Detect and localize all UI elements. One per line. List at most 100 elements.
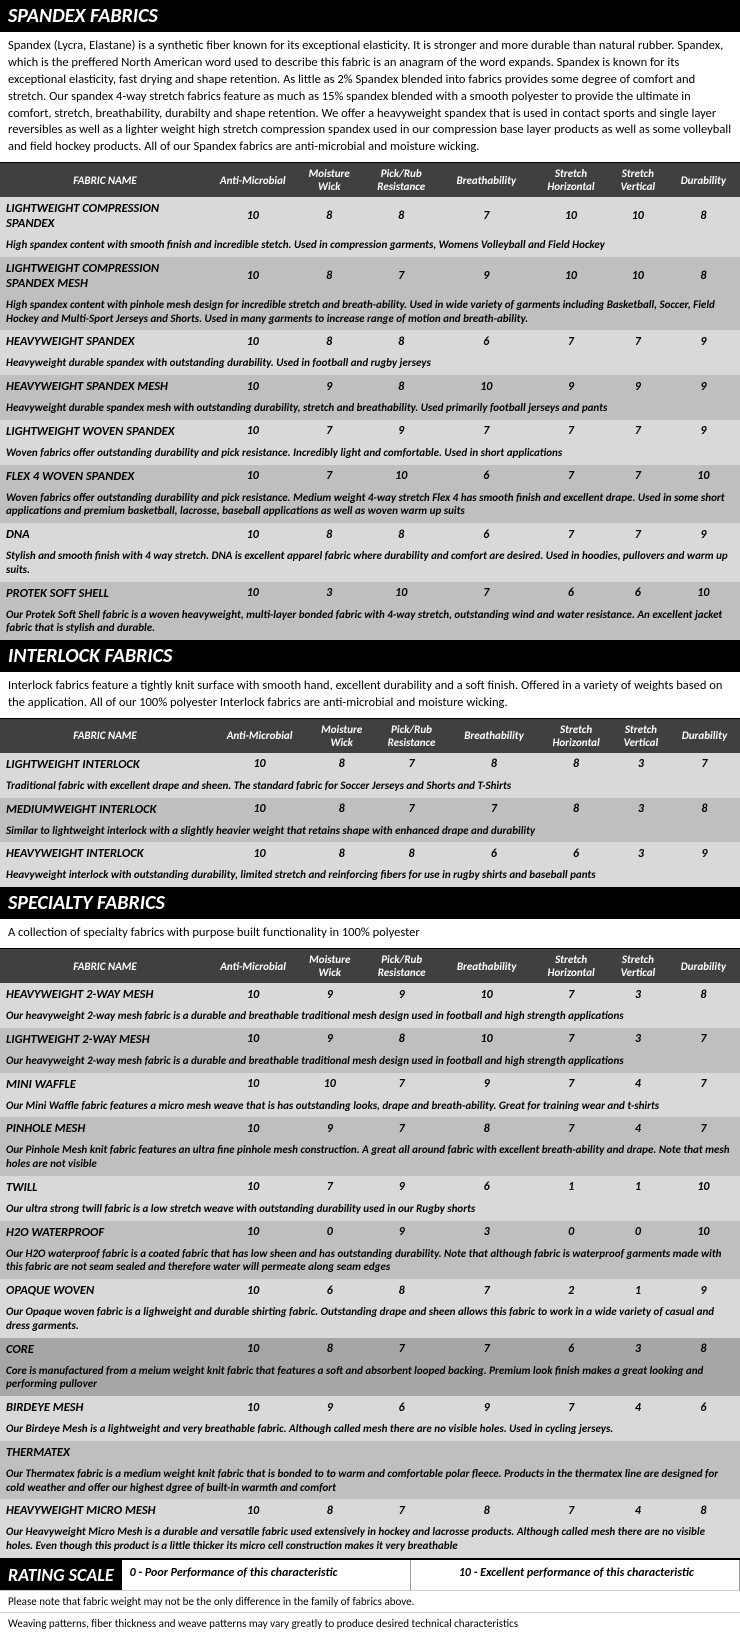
rating-cell: 6 xyxy=(440,330,533,353)
fabric-row: THERMATEX xyxy=(0,1441,740,1464)
fabric-description: Our Thermatex fabric is a medium weight … xyxy=(0,1464,740,1500)
rating-cell: 10 xyxy=(609,197,667,235)
fabric-name: HEAVYWEIGHT SPANDEX MESH xyxy=(0,375,210,398)
rating-cell: 10 xyxy=(210,1028,296,1051)
fabric-name: H2O WATERPROOF xyxy=(0,1221,210,1244)
rating-cell: 10 xyxy=(210,257,296,295)
rating-cell: 6 xyxy=(296,1279,363,1302)
col-header: Anti-Microbial xyxy=(210,163,296,197)
fabric-row: DNA10886779 xyxy=(0,523,740,546)
rating-cell: 10 xyxy=(609,257,667,295)
fabric-row: H2O WATERPROOF100930010 xyxy=(0,1221,740,1244)
rating-cell: 7 xyxy=(363,1073,440,1096)
rating-cell: 7 xyxy=(533,1499,609,1522)
rating-cell: 8 xyxy=(363,523,440,546)
rating-cell: 9 xyxy=(296,1028,363,1051)
rating-cell: 10 xyxy=(440,1028,533,1051)
rating-cell: 8 xyxy=(296,197,363,235)
fabric-description: Our heavyweight 2-way mesh fabric is a d… xyxy=(0,1006,740,1028)
fabric-description: Our Birdeye Mesh is a lightweight and ve… xyxy=(0,1419,740,1441)
rating-cell: 8 xyxy=(296,1338,363,1361)
rating-cell: 6 xyxy=(440,1176,533,1199)
rating-cell xyxy=(363,1441,440,1464)
rating-cell: 3 xyxy=(613,842,669,865)
fabric-name: HEAVYWEIGHT SPANDEX xyxy=(0,330,210,353)
fabric-desc-row: Heavyweight durable spandex with outstan… xyxy=(0,353,740,375)
fabric-row: FLEX 4 WOVEN SPANDEX1071067710 xyxy=(0,465,740,488)
rating-high: 10 - Excellent performance of this chara… xyxy=(451,1560,740,1590)
rating-cell: 8 xyxy=(363,197,440,235)
fabric-description: Our Protek Soft Shell fabric is a woven … xyxy=(0,605,740,641)
rating-cell: 8 xyxy=(539,798,613,821)
rating-cell: 9 xyxy=(440,1396,533,1419)
col-header: Durability xyxy=(667,949,740,983)
fabric-description: Our ultra strong twill fabric is a low s… xyxy=(0,1199,740,1221)
rating-cell: 3 xyxy=(440,1221,533,1244)
fabric-desc-row: Our ultra strong twill fabric is a low s… xyxy=(0,1199,740,1221)
fabric-description: Heavyweight interlock with outstanding d… xyxy=(0,865,740,887)
rating-cell: 10 xyxy=(440,983,533,1006)
rating-cell: 8 xyxy=(296,523,363,546)
rating-cell: 9 xyxy=(440,257,533,295)
rating-cell: 10 xyxy=(210,1396,296,1419)
rating-cell: 7 xyxy=(363,1338,440,1361)
fabric-description: Our heavyweight 2-way mesh fabric is a d… xyxy=(0,1051,740,1073)
rating-cell: 10 xyxy=(210,753,309,776)
rating-cell: 7 xyxy=(363,1499,440,1522)
table-header-row: FABRIC NAMEAnti-MicrobialMoistureWickPic… xyxy=(0,719,740,753)
rating-cell: 10 xyxy=(210,465,296,488)
fabric-description: High spandex content with smooth finish … xyxy=(0,235,740,257)
fabric-table: FABRIC NAMEAnti-MicrobialMoistureWickPic… xyxy=(0,163,740,640)
section-title: INTERLOCK FABRICS xyxy=(0,640,740,672)
rating-cell: 6 xyxy=(440,465,533,488)
fabric-row: HEAVYWEIGHT SPANDEX10886779 xyxy=(0,330,740,353)
rating-cell: 7 xyxy=(667,1028,740,1051)
rating-cell: 7 xyxy=(667,1073,740,1096)
rating-cell: 7 xyxy=(440,420,533,443)
rating-cell: 9 xyxy=(667,1279,740,1302)
col-header: Anti-Microbial xyxy=(210,949,296,983)
rating-cell: 10 xyxy=(667,582,740,605)
rating-cell: 9 xyxy=(609,375,667,398)
fabric-name: LIGHTWEIGHT 2-WAY MESH xyxy=(0,1028,210,1051)
rating-cell: 1 xyxy=(609,1279,667,1302)
rating-cell: 10 xyxy=(533,257,609,295)
fabric-description: Our Mini Waffle fabric features a micro … xyxy=(0,1096,740,1118)
fabric-name: LIGHTWEIGHT COMPRESSION SPANDEX xyxy=(0,197,210,235)
fabric-row: HEAVYWEIGHT INTERLOCK10886639 xyxy=(0,842,740,865)
col-header: StretchVertical xyxy=(609,163,667,197)
rating-cell: 8 xyxy=(363,1279,440,1302)
rating-cell: 4 xyxy=(609,1499,667,1522)
fabric-desc-row: Heavyweight durable spandex mesh with ou… xyxy=(0,398,740,420)
footnote: Please note that fabric weight may not b… xyxy=(0,1590,740,1612)
fabric-description: Heavyweight durable spandex mesh with ou… xyxy=(0,398,740,420)
fabric-row: MINI WAFFLE101079747 xyxy=(0,1073,740,1096)
rating-cell: 6 xyxy=(609,582,667,605)
fabric-desc-row: Our Protek Soft Shell fabric is a woven … xyxy=(0,605,740,641)
fabric-name: LIGHTWEIGHT COMPRESSION SPANDEX MESH xyxy=(0,257,210,295)
rating-cell: 10 xyxy=(210,842,309,865)
rating-cell: 9 xyxy=(296,1396,363,1419)
fabric-name: OPAQUE WOVEN xyxy=(0,1279,210,1302)
col-header: MoistureWick xyxy=(309,719,374,753)
rating-cell: 6 xyxy=(667,1396,740,1419)
rating-cell: 3 xyxy=(609,1338,667,1361)
fabric-description: Woven fabrics offer outstanding durabili… xyxy=(0,488,740,524)
section-intro: A collection of specialty fabrics with p… xyxy=(0,919,740,949)
fabric-name: LIGHTWEIGHT INTERLOCK xyxy=(0,753,210,776)
rating-cell: 7 xyxy=(533,523,609,546)
fabric-row: CORE10877638 xyxy=(0,1338,740,1361)
rating-cell: 7 xyxy=(374,798,448,821)
fabric-row: LIGHTWEIGHT 2-WAY MESH109810737 xyxy=(0,1028,740,1051)
rating-cell: 10 xyxy=(210,1073,296,1096)
rating-cell: 3 xyxy=(609,1028,667,1051)
rating-cell: 8 xyxy=(296,330,363,353)
col-header: Anti-Microbial xyxy=(210,719,309,753)
fabric-name: THERMATEX xyxy=(0,1441,210,1464)
rating-cell: 8 xyxy=(363,375,440,398)
fabric-name: HEAVYWEIGHT MICRO MESH xyxy=(0,1499,210,1522)
col-header: Breathability xyxy=(440,949,533,983)
rating-cell: 10 xyxy=(533,197,609,235)
rating-cell: 10 xyxy=(363,465,440,488)
rating-cell: 10 xyxy=(210,420,296,443)
